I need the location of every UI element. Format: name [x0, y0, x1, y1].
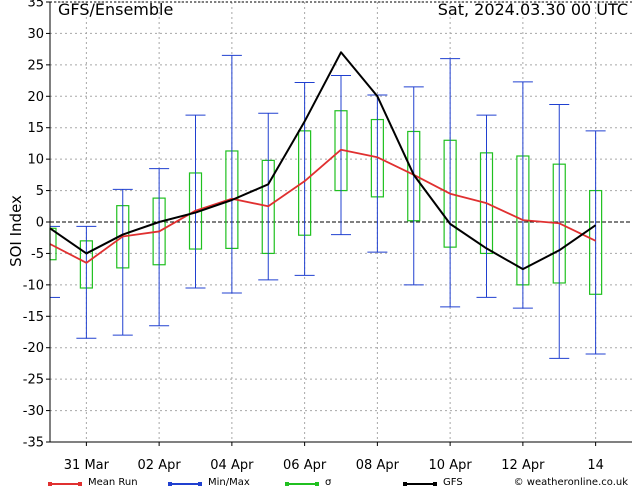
y-tick-label: 30 [27, 27, 44, 42]
y-tick-label: -5 [31, 247, 44, 262]
series-lines [49, 51, 597, 271]
x-tick-label: 02 Apr [138, 458, 182, 473]
y-tick-label: 35 [27, 0, 44, 11]
x-tick-label: 10 Apr [429, 458, 473, 473]
y-tick-label: 0 [36, 216, 44, 231]
min-max-swatch [168, 482, 202, 486]
run-date: Sat, 2024.03.30 00 UTC [437, 0, 628, 19]
legend-label: Min/Max [208, 477, 250, 488]
gfs-line [49, 51, 597, 271]
sigma-swatch [285, 482, 319, 486]
legend-label: GFS [443, 477, 463, 488]
y-tick-label: -30 [23, 404, 44, 419]
x-tick-label: 31 Mar [64, 458, 110, 473]
legend-label: σ [325, 477, 332, 488]
mean-run-swatch [48, 482, 82, 486]
x-tick-label: 14 [587, 458, 604, 473]
gfs-swatch [403, 482, 437, 486]
legend-label: Mean Run [88, 477, 138, 488]
y-tick-label: 20 [27, 90, 44, 105]
soi-chart: -35 -30 -25 -20 -15 -10 -5 0 5 10 15 20 25 30 35 31 Ma… [7, 0, 632, 473]
x-tick-label: 12 Apr [501, 458, 545, 473]
y-tick-label: 15 [27, 121, 44, 136]
y-axis-label: SOI Index [7, 195, 25, 267]
y-tick-label: 5 [36, 184, 44, 199]
legend: Mean Run Min/Max σ GFS [0, 476, 634, 490]
mean-run-line [49, 148, 597, 264]
y-tick-label: -15 [23, 310, 44, 325]
y-tick-labels: -35 -30 -25 -20 -15 -10 -5 0 5 10 15 20 25 30 35 [23, 0, 44, 451]
y-tick-label: -20 [23, 341, 44, 356]
chart-title: GFS/Ensemble [58, 0, 174, 19]
x-tick-label: 08 Apr [356, 458, 400, 473]
y-tick-label: -35 [23, 436, 44, 451]
x-tick-labels: 31 Mar 02 Apr 04 Apr 06 Apr 08 Apr 10 Apr 12 A… [64, 458, 604, 473]
axes [46, 1, 632, 446]
y-tick-label: -25 [23, 373, 44, 388]
x-tick-label: 04 Apr [210, 458, 254, 473]
credit: © weatheronline.co.uk [513, 477, 628, 488]
min-max-whiskers [49, 54, 606, 359]
x-tick-label: 06 Apr [283, 458, 327, 473]
y-tick-label: 25 [27, 58, 44, 73]
y-tick-label: -10 [23, 278, 44, 293]
y-tick-label: 10 [27, 153, 44, 168]
